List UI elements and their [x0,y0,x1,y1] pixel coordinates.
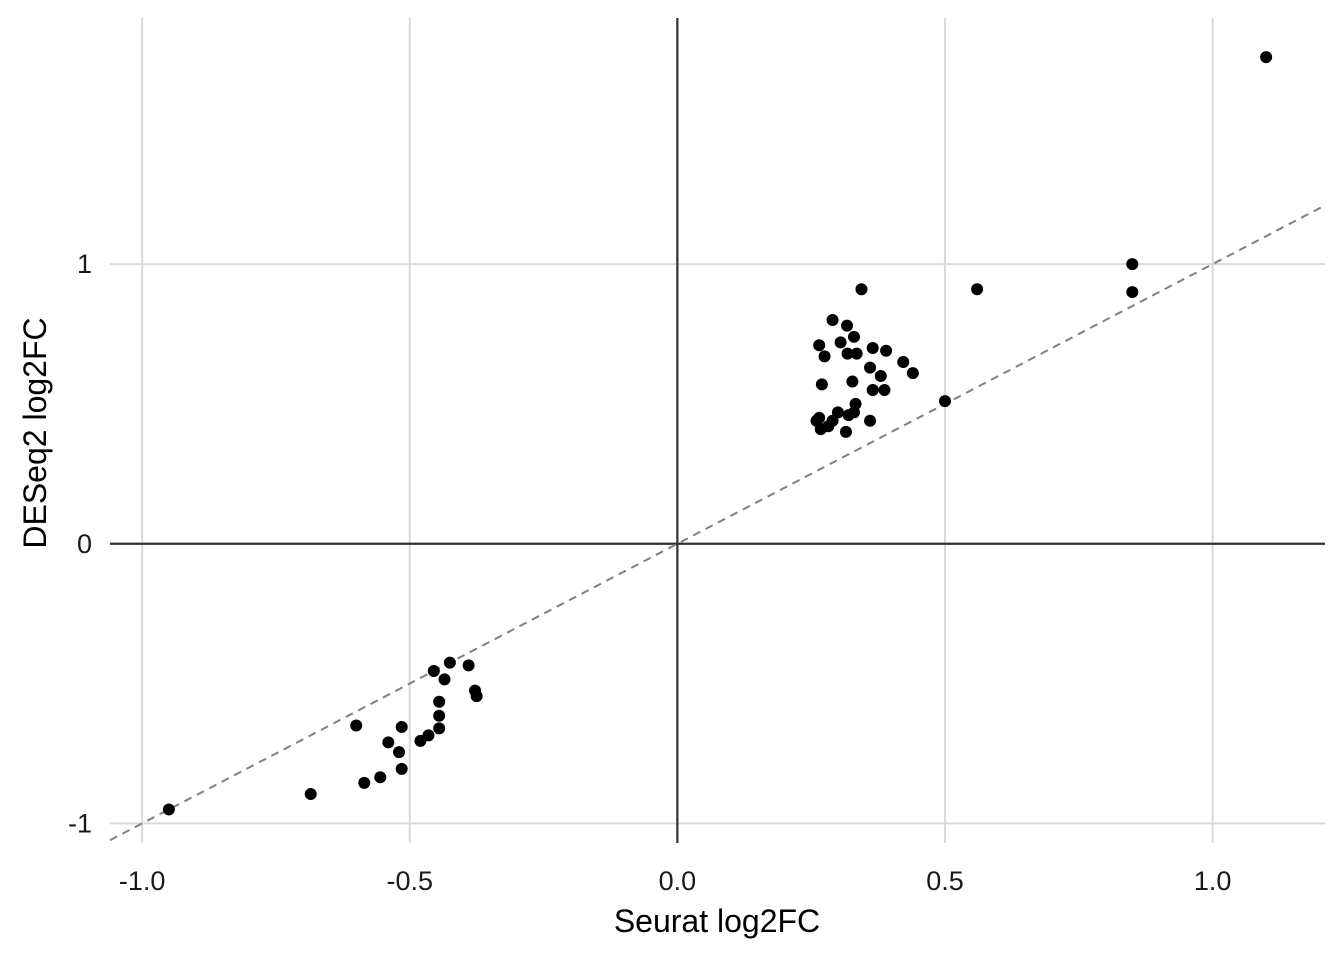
data-point [897,355,910,368]
data-point [834,336,847,349]
data-point [880,344,893,357]
reference-lines [109,18,1326,843]
data-point [395,720,408,733]
data-point [382,736,395,749]
data-point [433,695,446,708]
x-axis-title: Seurat log2FC [614,903,820,939]
data-point [864,361,877,374]
data-point [839,425,852,438]
data-point [350,719,363,732]
data-point [846,375,859,388]
data-point [906,367,919,380]
x-tick-label: 1.0 [1194,866,1232,896]
data-point [433,709,446,722]
data-point [443,656,456,669]
data-point [1260,51,1273,64]
data-point [878,383,891,396]
data-point [304,788,317,801]
data-point [1126,258,1139,271]
data-point [847,330,860,343]
y-axis-title: DESeq2 log2FC [17,317,53,548]
data-point [462,659,475,672]
data-point [433,722,446,735]
data-point [393,746,406,759]
grid [110,18,1325,843]
data-point [1126,286,1139,299]
data-point [358,776,371,789]
data-point [971,283,984,296]
data-point [842,409,855,422]
data-point [841,347,854,360]
data-point [815,378,828,391]
x-tick-label: 0.5 [926,866,964,896]
data-point [841,319,854,332]
x-tick-label: -0.5 [386,866,433,896]
data-point [866,342,879,354]
data-point [162,803,175,816]
y-tick-label: 0 [77,529,92,559]
data-point [874,369,887,382]
data-point [818,350,831,363]
data-point [395,762,408,775]
data-point [866,383,879,396]
data-point [469,684,482,697]
identity-line [109,204,1326,842]
data-point [850,347,863,360]
data-point [422,729,435,742]
y-tick-label: 1 [77,249,92,279]
data-point [374,771,387,784]
x-tick-label: -1.0 [119,866,166,896]
data-point [855,283,868,296]
tick-labels: -1.0 -0.5 0.0 0.5 1.0 -1 0 1 [68,249,1231,896]
data-point [864,414,877,427]
data-point [826,314,839,327]
data-point [938,395,951,408]
y-tick-label: -1 [68,808,92,838]
data-point [813,339,826,352]
data-point [438,673,451,686]
x-tick-label: 0.0 [659,866,697,896]
data-points [162,51,1273,816]
data-point [814,423,827,436]
data-point [427,665,440,678]
